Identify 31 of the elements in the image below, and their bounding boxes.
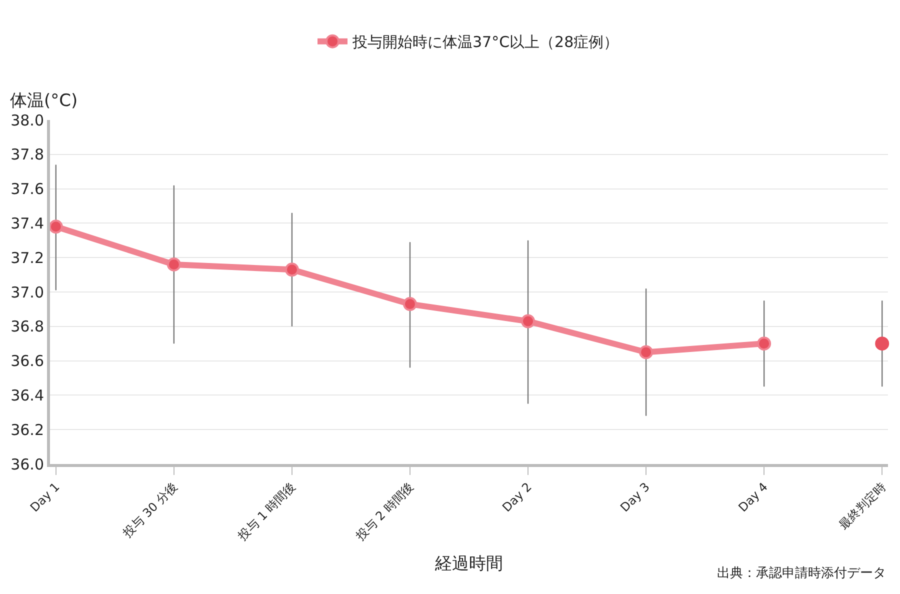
point bbox=[402, 297, 417, 312]
point bbox=[639, 345, 654, 360]
y-tick-label: 37.2 bbox=[10, 248, 44, 267]
x-axis-title: 経過時間 bbox=[434, 554, 503, 574]
y-tick-label: 36.6 bbox=[10, 352, 44, 370]
y-tick-label: 37.6 bbox=[10, 180, 44, 198]
y-tick-label: 37.4 bbox=[10, 214, 44, 232]
x-tick-label: Day 2 bbox=[500, 480, 534, 515]
x-tick-label: Day 1 bbox=[28, 480, 62, 515]
point bbox=[48, 220, 63, 234]
point bbox=[166, 257, 181, 272]
y-tick-label: 36.0 bbox=[10, 455, 44, 474]
x-tick-label: 投与 1 時間後 bbox=[234, 480, 298, 544]
legend-label: 投与開始時に体温37°C以上（28症例） bbox=[352, 33, 619, 52]
y-tick-label: 36.4 bbox=[10, 386, 44, 404]
x-tick-label: 最終判定時 bbox=[836, 480, 888, 532]
y-axis-title: 体温(°C) bbox=[10, 91, 78, 111]
y-tick-label: 38.0 bbox=[10, 111, 44, 130]
x-tick-label: Day 3 bbox=[618, 480, 652, 515]
y-tick-label: 37.0 bbox=[10, 283, 44, 302]
point bbox=[284, 262, 299, 277]
source-note: 出典：承認申請時添付データ bbox=[717, 566, 886, 581]
point bbox=[757, 336, 772, 351]
point bbox=[521, 314, 536, 328]
point bbox=[875, 336, 890, 351]
y-tick-label: 37.8 bbox=[10, 146, 44, 164]
x-tick-label: 投与 2 時間後 bbox=[352, 480, 416, 544]
x-tick-label: Day 4 bbox=[736, 480, 770, 515]
y-tick-label: 36.2 bbox=[10, 420, 44, 439]
y-tick-label: 36.8 bbox=[10, 318, 44, 336]
x-tick-label: 投与 30 分後 bbox=[120, 480, 180, 541]
